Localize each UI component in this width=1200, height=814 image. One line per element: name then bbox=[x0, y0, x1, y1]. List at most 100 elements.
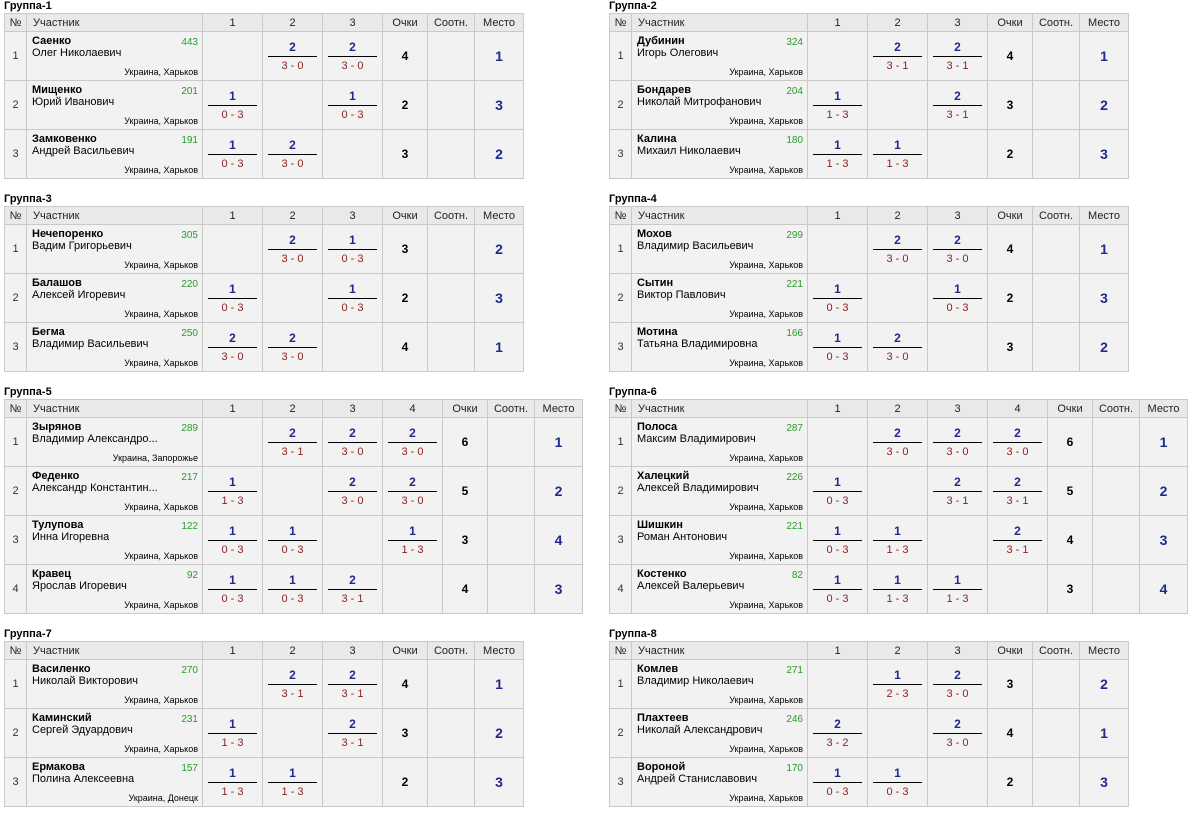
result-divider bbox=[268, 540, 317, 541]
participant-cell[interactable]: Кравец Ярослав Игоревич 92 Украина, Харьков bbox=[26, 564, 203, 614]
player-surname[interactable]: Балашов bbox=[32, 277, 82, 289]
match-result-cell: 1 0 - 3 bbox=[202, 80, 263, 130]
participant-cell[interactable]: Плахтеев Николай Александрович 246 Украина,… bbox=[631, 708, 808, 758]
match-points: 1 bbox=[894, 138, 901, 152]
match-result: 1 0 - 3 bbox=[808, 758, 867, 806]
player-surname[interactable]: Ермакова bbox=[32, 761, 85, 773]
participant-cell[interactable]: Шишкин Роман Антонович 221 Украина, Харьков bbox=[631, 515, 808, 565]
result-divider bbox=[268, 56, 317, 57]
player-surname[interactable]: Нечепоренко bbox=[32, 228, 104, 240]
group-6: Группа-6 № Участник 1 2 3 4 Очки Соотн. Место 1 Пол… bbox=[609, 386, 1188, 614]
participant-cell[interactable]: Ермакова Полина Алексеевна 157 Украина, Дон… bbox=[26, 757, 203, 807]
total-points: 5 bbox=[1047, 466, 1093, 516]
player-rating: 122 bbox=[181, 521, 198, 532]
player-location: Украина, Харьков bbox=[124, 260, 198, 270]
participant-cell[interactable]: Комлев Владимир Николаевич 271 Украина, Хар… bbox=[631, 659, 808, 709]
result-divider bbox=[813, 154, 862, 155]
participant-cell[interactable]: Каминский Сергей Эдуардович 231 Украина, Ха… bbox=[26, 708, 203, 758]
participant-cell[interactable]: Феденко Александр Константин... 217 Украина… bbox=[26, 466, 203, 516]
match-result-cell: 1 0 - 3 bbox=[202, 129, 263, 179]
match-set-score: 1 - 3 bbox=[281, 786, 304, 798]
participant-cell[interactable]: Балашов Алексей Игоревич 220 Украина, Харьк… bbox=[26, 273, 203, 323]
match-points: 1 bbox=[349, 89, 356, 103]
participant-cell[interactable]: Вороной Андрей Станиславович 170 Украина, Х… bbox=[631, 757, 808, 807]
match-result-cell: 1 0 - 3 bbox=[807, 322, 868, 372]
player-surname[interactable]: Халецкий bbox=[637, 470, 690, 482]
result-divider bbox=[873, 249, 922, 250]
player-surname[interactable]: Каминский bbox=[32, 712, 92, 724]
match-result: 1 1 - 3 bbox=[383, 516, 442, 564]
player-surname[interactable]: Дубинин bbox=[637, 35, 685, 47]
participant-cell[interactable]: Замковенко Андрей Васильевич 191 Украина, Х… bbox=[26, 129, 203, 179]
match-points: 1 bbox=[954, 573, 961, 587]
match-result-cell: 2 3 - 1 bbox=[262, 417, 323, 467]
player-surname[interactable]: Бегма bbox=[32, 326, 65, 338]
header-points: Очки bbox=[987, 13, 1033, 32]
player-surname[interactable]: Полоса bbox=[637, 421, 678, 433]
player-surname[interactable]: Шишкин bbox=[637, 519, 683, 531]
player-surname[interactable]: Бондарев bbox=[637, 84, 691, 96]
match-points: 2 bbox=[289, 233, 296, 247]
player-rating: 217 bbox=[181, 472, 198, 483]
participant-cell[interactable]: Зырянов Владимир Александро... 289 Украина,… bbox=[26, 417, 203, 467]
participant-cell[interactable]: Нечепоренко Вадим Григорьевич 305 Украина, … bbox=[26, 224, 203, 274]
player-location: Украина, Харьков bbox=[124, 600, 198, 610]
player-surname[interactable]: Комлев bbox=[637, 663, 679, 675]
participant-cell[interactable]: Василенко Николай Викторович 270 Украина, Х… bbox=[26, 659, 203, 709]
participant-cell[interactable]: Мотина Татьяна Владимировна 166 Украина, Ха… bbox=[631, 322, 808, 372]
match-set-score: 3 - 0 bbox=[281, 158, 304, 170]
player-surname[interactable]: Василенко bbox=[32, 663, 91, 675]
total-points: 4 bbox=[1047, 515, 1093, 565]
header-participant: Участник bbox=[631, 206, 808, 225]
player-surname[interactable]: Зырянов bbox=[32, 421, 82, 433]
participant-cell[interactable]: Мохов Владимир Васильевич 299 Украина, Харь… bbox=[631, 224, 808, 274]
player-row: 3 Шишкин Роман Антонович 221 Украина, Харько… bbox=[609, 515, 1188, 565]
participant-cell[interactable]: Костенко Алексей Валерьевич 82 Украина, Хар… bbox=[631, 564, 808, 614]
player-surname[interactable]: Замковенко bbox=[32, 133, 97, 145]
participant-cell[interactable]: Полоса Максим Владимирович 287 Украина, Хар… bbox=[631, 417, 808, 467]
total-points: 6 bbox=[1047, 417, 1093, 467]
header-points: Очки bbox=[442, 399, 488, 418]
result-divider bbox=[208, 733, 257, 734]
player-surname[interactable]: Феденко bbox=[32, 470, 80, 482]
participant-cell[interactable]: Дубинин Игорь Олегович 324 Украина, Харьков bbox=[631, 31, 808, 81]
player-surname[interactable]: Саенко bbox=[32, 35, 72, 47]
final-place: 2 bbox=[474, 129, 524, 179]
match-result-cell: 1 0 - 3 bbox=[807, 757, 868, 807]
player-surname[interactable]: Сытин bbox=[637, 277, 674, 289]
participant-cell[interactable]: Халецкий Алексей Владимирович 226 Украина, … bbox=[631, 466, 808, 516]
result-divider bbox=[873, 347, 922, 348]
player-surname[interactable]: Кравец bbox=[32, 568, 72, 580]
player-rating: 170 bbox=[786, 763, 803, 774]
player-surname[interactable]: Плахтеев bbox=[637, 712, 689, 724]
match-result: 1 0 - 3 bbox=[808, 323, 867, 371]
participant-cell[interactable]: Саенко Олег Николаевич 443 Украина, Харьков bbox=[26, 31, 203, 81]
player-surname[interactable]: Мищенко bbox=[32, 84, 83, 96]
participant-cell[interactable]: Бондарев Николай Митрофанович 204 Украина, … bbox=[631, 80, 808, 130]
participant-cell[interactable]: Тулупова Инна Игоревна 122 Украина, Харьков bbox=[26, 515, 203, 565]
result-divider bbox=[813, 491, 862, 492]
match-points: 1 bbox=[229, 573, 236, 587]
player-surname[interactable]: Вороной bbox=[637, 761, 686, 773]
player-surname[interactable]: Калина bbox=[637, 133, 677, 145]
participant-cell[interactable]: Калина Михаил Николаевич 180 Украина, Харьк… bbox=[631, 129, 808, 179]
player-row: 2 Мищенко Юрий Иванович 201 Украина, Харьков… bbox=[4, 80, 524, 130]
participant-cell[interactable]: Сытин Виктор Павлович 221 Украина, Харьков bbox=[631, 273, 808, 323]
self-match-cell bbox=[202, 659, 263, 709]
player-surname[interactable]: Мотина bbox=[637, 326, 678, 338]
match-result-cell: 2 3 - 0 bbox=[867, 224, 928, 274]
participant-cell[interactable]: Бегма Владимир Васильевич 250 Украина, Харь… bbox=[26, 322, 203, 372]
ratio-cell bbox=[427, 757, 475, 807]
match-set-score: 0 - 3 bbox=[341, 109, 364, 121]
player-rating: 220 bbox=[181, 279, 198, 290]
player-surname[interactable]: Тулупова bbox=[32, 519, 84, 531]
player-surname[interactable]: Мохов bbox=[637, 228, 672, 240]
player-surname[interactable]: Костенко bbox=[637, 568, 687, 580]
ratio-cell bbox=[1032, 659, 1080, 709]
result-divider bbox=[813, 298, 862, 299]
self-match-cell bbox=[322, 757, 383, 807]
participant-cell[interactable]: Мищенко Юрий Иванович 201 Украина, Харьков bbox=[26, 80, 203, 130]
result-divider bbox=[388, 442, 437, 443]
header-points: Очки bbox=[382, 206, 428, 225]
match-points: 2 bbox=[289, 668, 296, 682]
